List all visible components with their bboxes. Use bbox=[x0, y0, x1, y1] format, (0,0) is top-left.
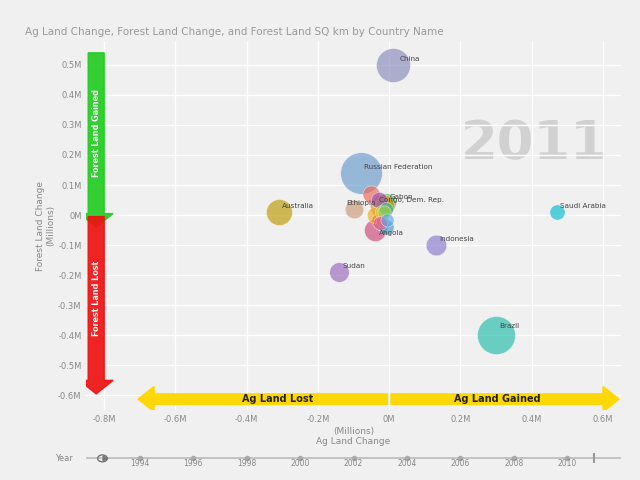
Point bbox=[377, 208, 387, 216]
Point bbox=[431, 241, 441, 249]
Point bbox=[375, 219, 385, 227]
Text: Brazil: Brazil bbox=[500, 323, 520, 329]
Polygon shape bbox=[138, 386, 387, 412]
Text: Ag Land Lost: Ag Land Lost bbox=[243, 394, 314, 404]
Point bbox=[552, 208, 562, 216]
Text: 2002: 2002 bbox=[344, 458, 364, 468]
Polygon shape bbox=[391, 386, 619, 412]
Y-axis label: Forest Land Change
(Millions): Forest Land Change (Millions) bbox=[36, 180, 55, 271]
Point bbox=[491, 331, 501, 339]
Text: Sudan: Sudan bbox=[343, 263, 365, 269]
Point bbox=[381, 205, 391, 213]
Point bbox=[377, 202, 387, 210]
Point bbox=[381, 223, 391, 231]
Text: Saudi Arabia: Saudi Arabia bbox=[560, 203, 606, 209]
Text: 2000: 2000 bbox=[291, 458, 310, 468]
X-axis label: (Millions)
Ag Land Change: (Millions) Ag Land Change bbox=[316, 427, 391, 446]
Text: 1994: 1994 bbox=[130, 458, 150, 468]
Text: Ethiopia: Ethiopia bbox=[346, 200, 376, 206]
Polygon shape bbox=[79, 216, 113, 394]
Text: Indonesia: Indonesia bbox=[439, 236, 474, 242]
Polygon shape bbox=[79, 53, 113, 227]
Point bbox=[274, 208, 284, 216]
Point bbox=[381, 199, 391, 207]
Point bbox=[377, 217, 387, 225]
Text: Angola: Angola bbox=[378, 230, 403, 236]
Point bbox=[379, 208, 389, 216]
Text: Forest Land Gained: Forest Land Gained bbox=[92, 89, 100, 177]
Point bbox=[349, 205, 359, 213]
Text: Australia: Australia bbox=[282, 203, 314, 209]
Text: 2008: 2008 bbox=[504, 458, 524, 468]
Point bbox=[334, 268, 344, 276]
Point bbox=[370, 211, 380, 219]
Text: Congo, Dem. Rep.: Congo, Dem. Rep. bbox=[378, 197, 444, 203]
Text: Year: Year bbox=[55, 454, 73, 463]
Point bbox=[370, 226, 380, 234]
Point bbox=[366, 190, 376, 198]
Text: Russian Federation: Russian Federation bbox=[364, 164, 433, 170]
Text: 2006: 2006 bbox=[451, 458, 470, 468]
Text: 1998: 1998 bbox=[237, 458, 257, 468]
Point bbox=[382, 216, 392, 223]
Text: 2004: 2004 bbox=[397, 458, 417, 468]
Point bbox=[356, 169, 366, 177]
Text: Ag Land Change, Forest Land Change, and Forest Land SQ km by Country Name: Ag Land Change, Forest Land Change, and … bbox=[25, 27, 444, 37]
Text: 2010: 2010 bbox=[557, 458, 577, 468]
Text: Gabon: Gabon bbox=[389, 194, 413, 200]
Text: 2011: 2011 bbox=[461, 118, 607, 170]
Text: Ag Land Gained: Ag Land Gained bbox=[454, 394, 540, 404]
Text: China: China bbox=[400, 56, 420, 62]
Point bbox=[388, 61, 398, 69]
Text: 1996: 1996 bbox=[184, 458, 203, 468]
Point bbox=[373, 217, 383, 225]
Point bbox=[377, 220, 387, 228]
Point bbox=[373, 196, 383, 204]
Text: Forest Land Lost: Forest Land Lost bbox=[92, 261, 100, 336]
